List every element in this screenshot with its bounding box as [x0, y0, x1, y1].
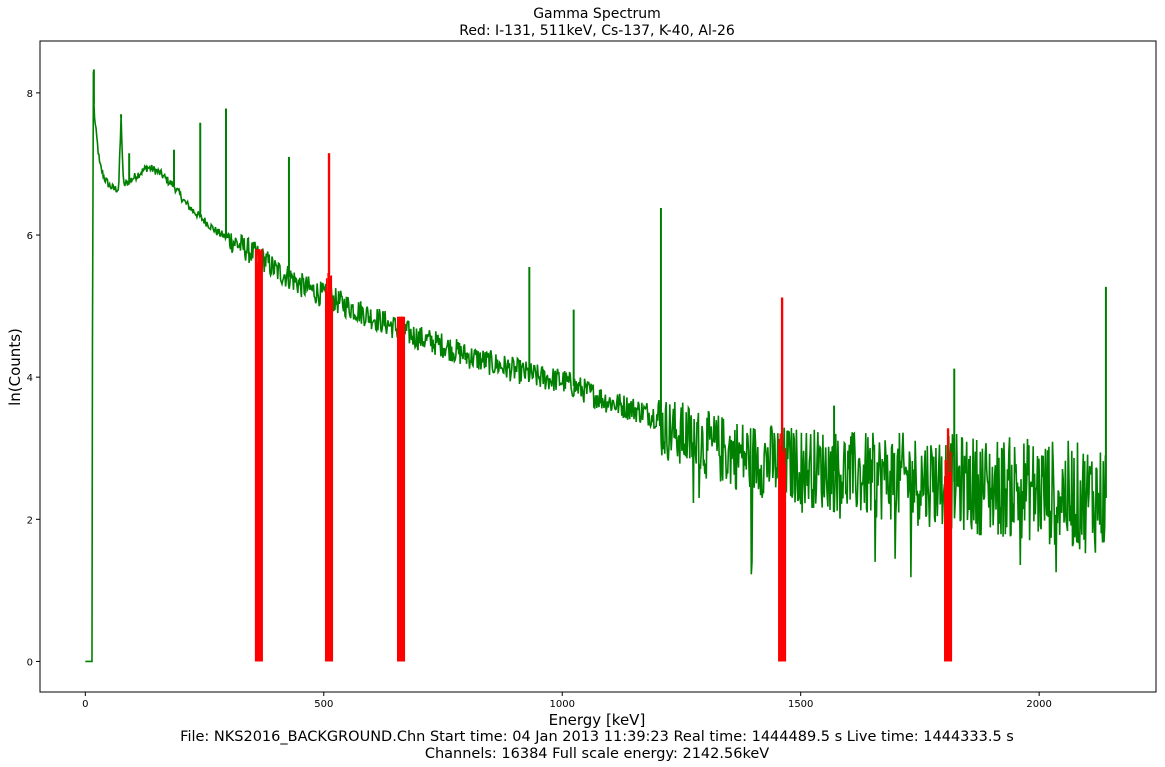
x-tick-label: 1500: [788, 699, 813, 710]
x-tick-label: 2000: [1026, 699, 1051, 710]
highlight-peak-al-26: [944, 428, 953, 662]
x-tick-label: 0: [82, 699, 88, 710]
highlight-peak-i-131: [254, 249, 263, 662]
y-tick-label: 8: [27, 89, 33, 100]
highlight-peak-k-40: [778, 297, 787, 662]
peaks-layer: [92, 69, 1107, 498]
highlight-peak-cs-137: [396, 316, 406, 662]
chart-title: Gamma Spectrum: [533, 6, 661, 22]
x-axis: 0 500 1000 1500 2000: [82, 692, 1052, 710]
x-tick-label: 500: [314, 699, 333, 710]
y-tick-label: 0: [27, 657, 33, 668]
y-axis-label: ln(Counts): [6, 328, 24, 406]
x-axis-label: Energy [keV]: [549, 711, 646, 729]
plot-frame: [39, 40, 1157, 693]
x-tick-label: 1000: [550, 699, 575, 710]
highlights-layer: [254, 153, 953, 662]
highlight-peak-511kev: [324, 153, 334, 662]
chart-subtitle: Red: I-131, 511keV, Cs-137, K-40, Al-26: [459, 23, 735, 39]
footer-file-info: File: NKS2016_BACKGROUND.Chn Start time:…: [180, 729, 1014, 745]
y-tick-label: 6: [27, 231, 33, 242]
y-axis: 0 2 4 6 8: [27, 89, 40, 668]
y-tick-label: 2: [27, 515, 33, 526]
plot-area: [39, 40, 1157, 693]
footer-channel-info: Channels: 16384 Full scale energy: 2142.…: [425, 746, 769, 762]
y-tick-label: 4: [27, 373, 33, 384]
